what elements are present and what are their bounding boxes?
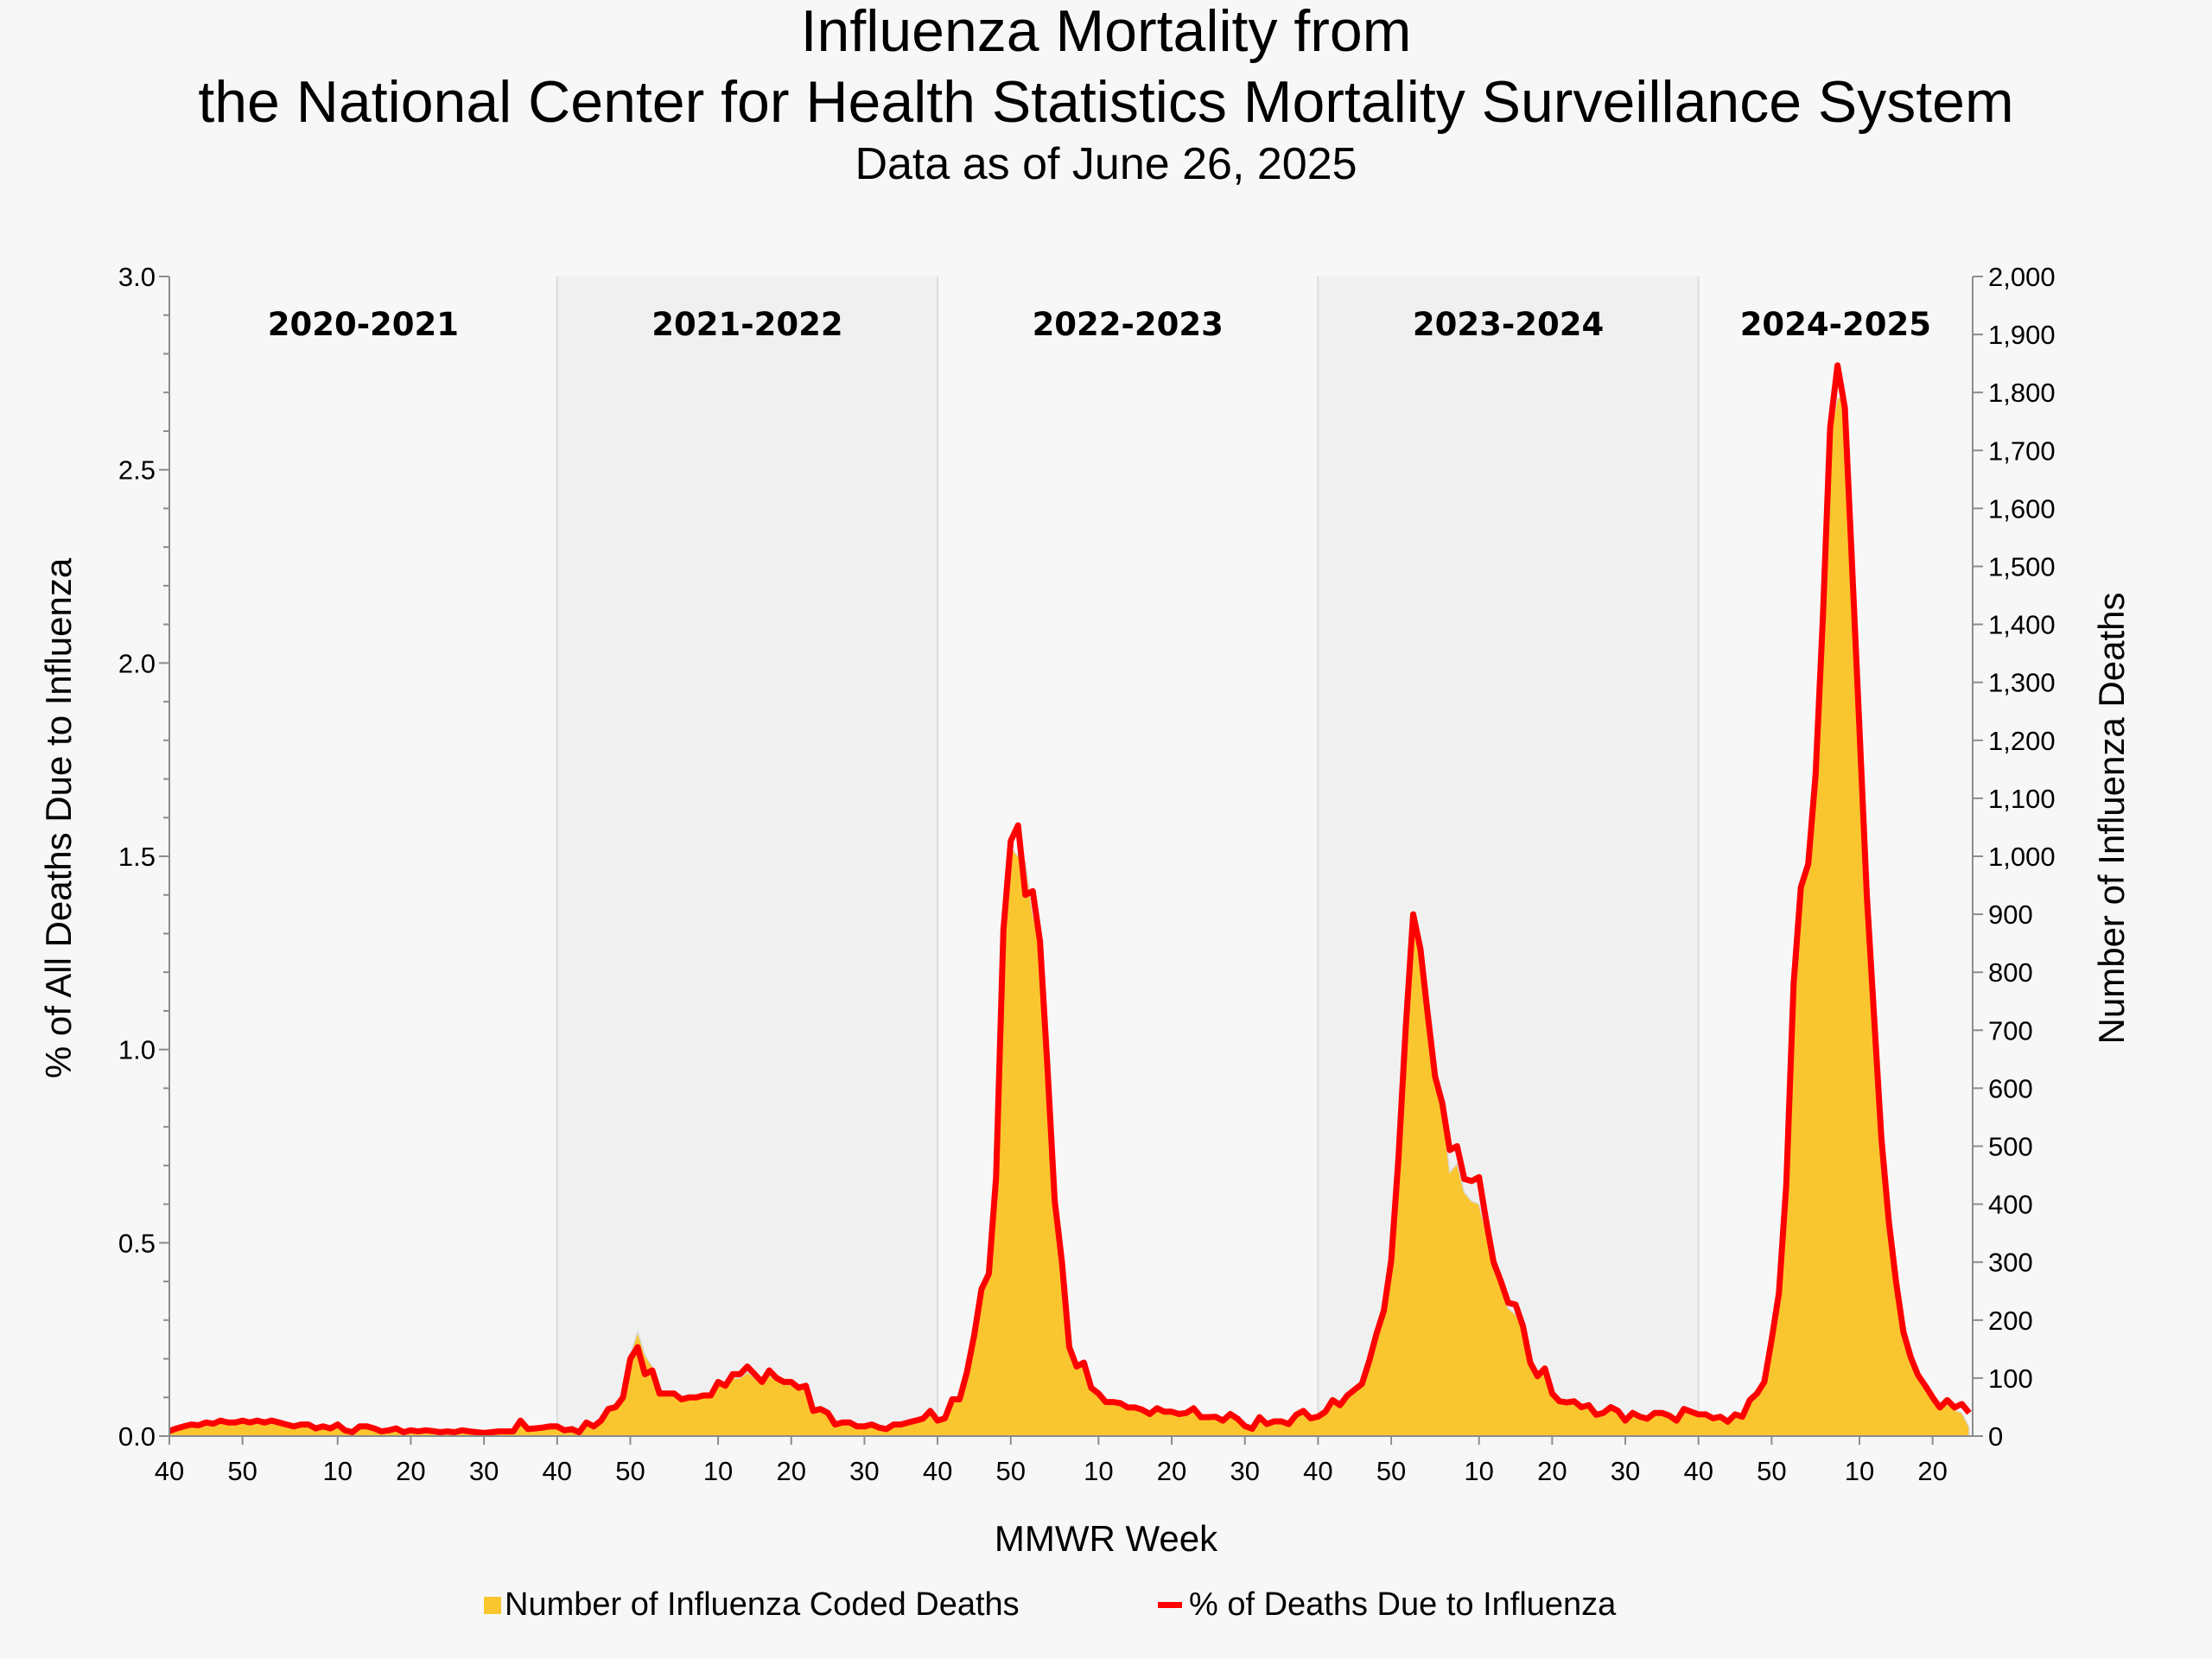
x-tick-label: 40: [923, 1456, 952, 1486]
right-tick-label: 900: [1988, 899, 2033, 930]
right-tick-label: 400: [1988, 1190, 2033, 1220]
pct-line: [168, 362, 1972, 1436]
x-tick-label: 20: [396, 1456, 425, 1486]
x-tick-label: 40: [543, 1456, 572, 1486]
season-label: 2024-2025: [1740, 306, 1931, 343]
season-shade-2021-2022: [556, 276, 938, 1436]
right-tick-label: 1,000: [1988, 842, 2056, 872]
right-tick-label: 1,400: [1988, 610, 2056, 640]
season-label: 2022-2023: [1033, 306, 1224, 343]
right-axis-title: Number of Influenza Deaths: [2091, 593, 2132, 1045]
left-tick-label: 2.0: [118, 648, 156, 678]
right-tick-label: 1,800: [1988, 378, 2056, 408]
x-tick-label: 30: [1230, 1456, 1259, 1486]
x-tick-label: 30: [469, 1456, 499, 1486]
legend-swatch-deaths: [484, 1596, 501, 1614]
season-label: 2021-2022: [652, 306, 842, 343]
x-tick-label: 50: [615, 1456, 645, 1486]
season-label: 2023-2024: [1413, 306, 1604, 343]
x-tick-label: 40: [155, 1456, 184, 1486]
right-tick-label: 0: [1988, 1421, 2003, 1452]
left-tick-label: 3.0: [118, 262, 156, 292]
right-tick-label: 1,700: [1988, 435, 2056, 466]
right-tick-label: 300: [1988, 1248, 2033, 1278]
left-tick-label: 1.5: [118, 842, 156, 872]
x-tick-label: 20: [1537, 1456, 1567, 1486]
x-tick-label: 40: [1303, 1456, 1332, 1486]
x-tick-label: 20: [1917, 1456, 1947, 1486]
left-tick-label: 0.5: [118, 1228, 156, 1258]
right-tick-label: 700: [1988, 1015, 2033, 1046]
x-tick-label: 10: [323, 1456, 353, 1486]
right-tick-label: 1,900: [1988, 320, 2056, 350]
x-tick-label: 30: [1611, 1456, 1640, 1486]
x-tick-label: 50: [1376, 1456, 1406, 1486]
left-axis-title: % of All Deaths Due to Influenza: [38, 557, 79, 1078]
chart-title-line1: Influenza Mortality from: [800, 0, 1412, 64]
season-shade-2023-2024: [1318, 276, 1699, 1436]
right-tick-label: 2,000: [1988, 262, 2056, 292]
x-tick-label: 10: [703, 1456, 733, 1486]
right-tick-label: 1,300: [1988, 668, 2056, 698]
right-tick-label: 800: [1988, 957, 2033, 988]
chart-subtitle: Data as of June 26, 2025: [855, 139, 1357, 189]
right-tick-label: 1,100: [1988, 784, 2056, 814]
right-tick-label: 1,500: [1988, 552, 2056, 582]
legend-swatch-pct: [1158, 1602, 1182, 1608]
right-tick-label: 1,600: [1988, 493, 2056, 524]
x-tick-label: 20: [1157, 1456, 1186, 1486]
chart-title-line2: the National Center for Health Statistic…: [198, 69, 2014, 135]
x-tick-label: 50: [1757, 1456, 1786, 1486]
legend-label-deaths: Number of Influenza Coded Deaths: [505, 1586, 1020, 1623]
x-tick-label: 10: [1845, 1456, 1874, 1486]
season-label: 2020-2021: [268, 306, 459, 343]
right-tick-label: 100: [1988, 1363, 2033, 1394]
right-tick-label: 600: [1988, 1073, 2033, 1103]
legend-item-pct: % of Deaths Due to Influenza: [1158, 1586, 1616, 1624]
legend-item-deaths: Number of Influenza Coded Deaths: [484, 1586, 1020, 1624]
legend-label-pct: % of Deaths Due to Influenza: [1189, 1586, 1617, 1623]
left-tick-label: 0.0: [118, 1421, 156, 1452]
left-tick-label: 2.5: [118, 455, 156, 486]
x-tick-label: 20: [776, 1456, 805, 1486]
left-tick-label: 1.0: [118, 1035, 156, 1065]
right-tick-label: 500: [1988, 1132, 2033, 1162]
x-tick-label: 30: [849, 1456, 879, 1486]
x-tick-label: 10: [1084, 1456, 1113, 1486]
x-tick-label: 10: [1464, 1456, 1493, 1486]
x-tick-label: 40: [1683, 1456, 1713, 1486]
x-tick-label: 50: [996, 1456, 1026, 1486]
right-tick-label: 1,200: [1988, 726, 2056, 756]
x-tick-label: 50: [227, 1456, 257, 1486]
x-axis-title: MMWR Week: [995, 1518, 1218, 1559]
right-tick-label: 200: [1988, 1306, 2033, 1336]
